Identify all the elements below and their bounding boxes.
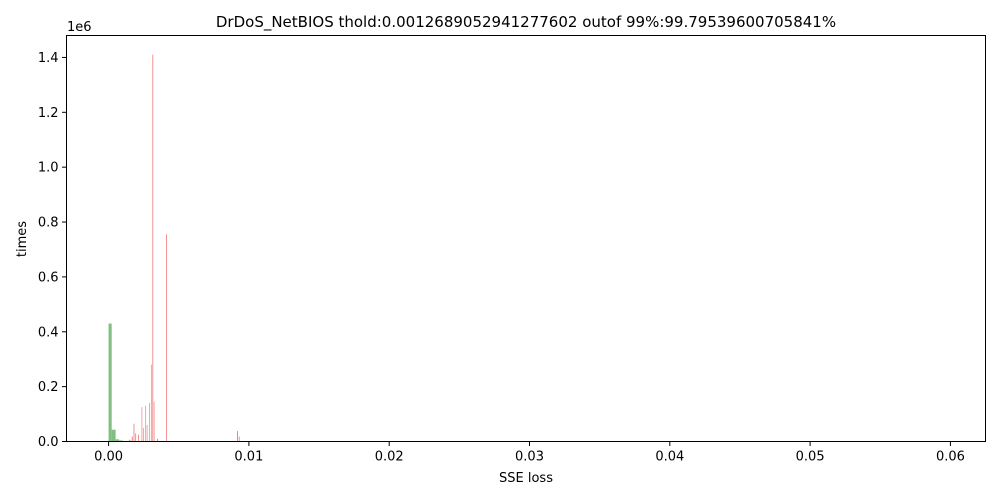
bars-layer (108, 54, 240, 442)
histogram-bar (135, 433, 137, 442)
histogram-bar (131, 436, 133, 442)
histogram-bar (236, 431, 238, 442)
histogram-bar (141, 407, 143, 442)
chart-title: DrDoS_NetBIOS thold:0.001268905294127760… (216, 13, 836, 32)
histogram-bar (149, 403, 150, 442)
y-offset-label: 1e6 (67, 20, 92, 35)
y-tick-label: 0.8 (38, 216, 59, 231)
histogram-bar (156, 438, 158, 442)
histogram-bar (152, 54, 154, 442)
x-tick-label: 0.06 (936, 450, 965, 465)
histogram-bar (111, 429, 116, 442)
y-ticks: 0.0 0.2 0.4 0.6 0.8 1.0 1.2 1.4 (38, 51, 67, 450)
histogram-bar (133, 423, 135, 442)
x-tick-label: 0.05 (796, 450, 825, 465)
y-tick-label: 0.4 (38, 325, 59, 340)
histogram-bar (153, 401, 155, 442)
y-tick-label: 0.6 (38, 270, 59, 285)
y-axis-label: times (15, 221, 30, 257)
y-tick-label: 1.4 (38, 51, 59, 66)
histogram-bar (146, 425, 148, 442)
histogram-bar (138, 434, 139, 442)
x-ticks: 0.00 0.01 0.02 0.03 0.04 0.05 0.06 (94, 441, 965, 465)
histogram-bar (142, 427, 144, 442)
histogram-bar (115, 439, 120, 442)
y-tick-label: 0.0 (38, 435, 59, 450)
x-tick-label: 0.02 (375, 450, 404, 465)
x-tick-label: 0.00 (94, 450, 123, 465)
plot-frame (66, 35, 986, 442)
histogram-bar (145, 405, 147, 442)
y-tick-label: 1.0 (38, 161, 59, 176)
histogram-bar (108, 323, 112, 442)
histogram-bar (150, 364, 152, 442)
histogram-bar (128, 439, 131, 442)
histogram-bar (119, 440, 123, 442)
x-axis-label: SSE loss (499, 471, 553, 486)
y-tick-label: 1.2 (38, 106, 59, 121)
y-tick-label: 0.2 (38, 380, 59, 395)
x-tick-label: 0.03 (515, 450, 544, 465)
histogram-bar (166, 234, 167, 442)
x-tick-label: 0.01 (234, 450, 263, 465)
x-tick-label: 0.04 (655, 450, 684, 465)
histogram-bar (238, 436, 240, 442)
